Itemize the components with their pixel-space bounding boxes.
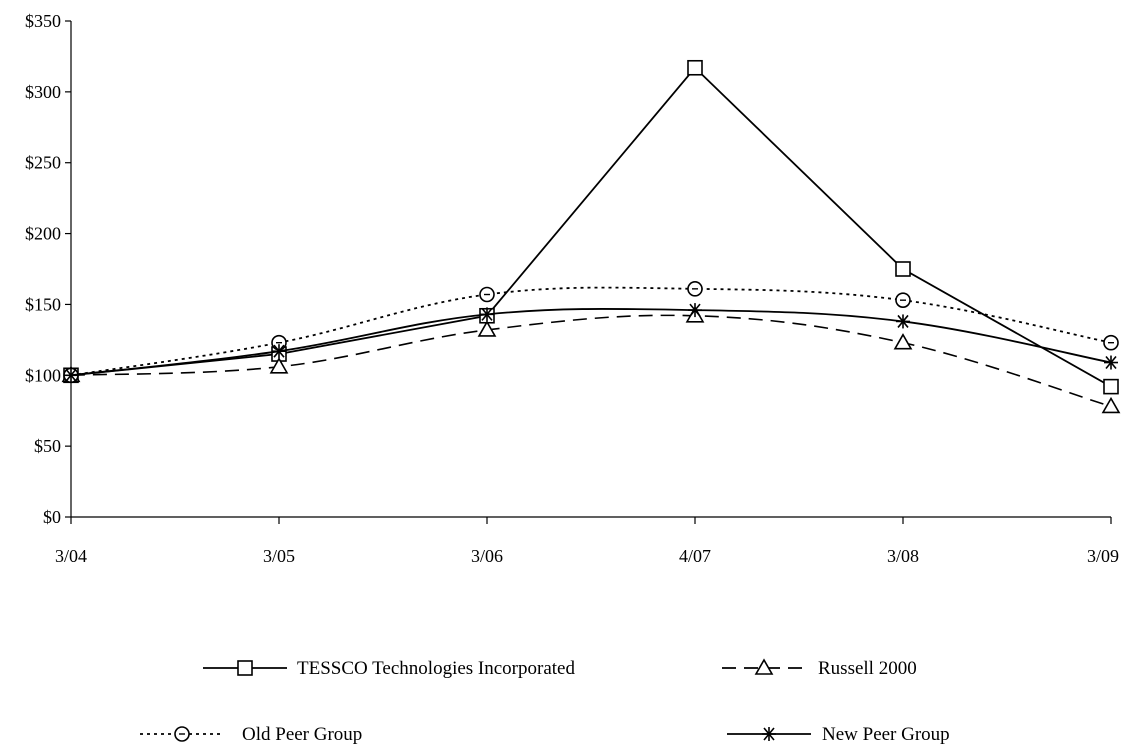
legend-label: TESSCO Technologies Incorporated [297,658,575,679]
triangle-icon [477,320,497,337]
legend-label: New Peer Group [822,724,950,744]
legend-label: Old Peer Group [242,724,362,744]
legend: TESSCO Technologies Incorporated Russell … [140,658,950,744]
axes: $0 $50 $100 $150 $200 $250 $300 $350 3/04 3/05 3/0… [25,11,1119,566]
square-icon [1103,378,1119,395]
y-tick-label: $50 [34,436,61,456]
y-tick-label: $250 [25,153,61,173]
x-tick-label: 3/09 [1087,546,1119,566]
circle-dot-icon [895,292,911,308]
asterisk-icon [896,314,910,329]
series-line [70,314,1112,408]
asterisk-icon [272,344,286,359]
asterisk-icon [480,307,494,322]
triangle-icon [754,658,774,675]
legend-item: TESSCO Technologies Incorporated [203,658,575,679]
circle-dot-icon [687,281,703,297]
series-line [70,286,1112,377]
y-tick-label: $150 [25,294,61,314]
square-icon [237,660,253,676]
circle-dot-icon [1103,334,1119,351]
asterisk-icon [688,303,702,318]
legend-label: Russell 2000 [818,658,917,679]
series-0 [63,59,1119,395]
series-line [70,308,1112,377]
triangle-icon [269,357,289,374]
x-tick-label: 3/05 [263,546,295,566]
asterisk-icon [762,727,776,741]
series-line [70,66,1112,388]
x-tick-label: 3/06 [471,546,503,566]
series-2 [63,281,1119,384]
asterisk-icon [64,368,78,383]
x-tick-label: 3/08 [887,546,919,566]
circle-dot-icon [174,726,190,742]
triangle-icon [1101,396,1121,414]
asterisk-icon [1104,355,1118,370]
y-tick-label: $100 [25,365,61,385]
y-tick-label: $0 [43,507,61,527]
x-tick-label: 4/07 [679,546,711,566]
square-icon [895,261,911,277]
series-layer [61,59,1121,414]
y-tick-label: $300 [25,82,61,102]
y-tick-label: $200 [25,224,61,244]
x-tick-label: 3/04 [55,546,87,566]
legend-item: New Peer Group [727,724,950,744]
y-tick-label: $350 [25,11,61,31]
circle-dot-icon [479,286,495,303]
triangle-icon [893,333,913,350]
square-icon [687,59,703,76]
legend-item: Russell 2000 [722,658,917,679]
legend-item: Old Peer Group [140,724,362,744]
series-3 [64,303,1118,383]
